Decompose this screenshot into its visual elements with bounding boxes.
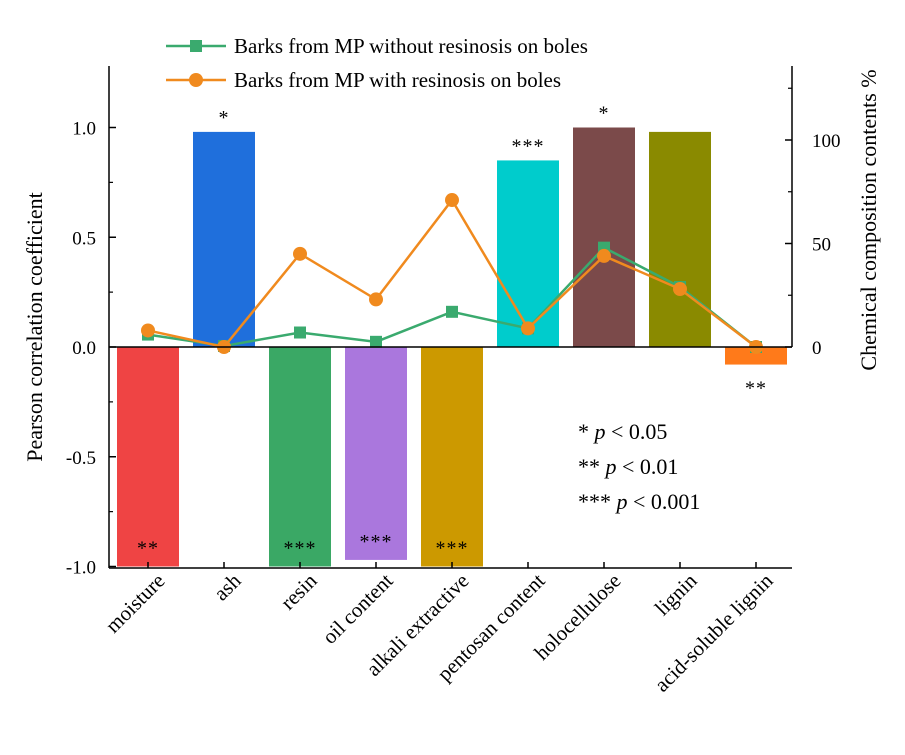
lines-group	[141, 193, 763, 354]
left-tick-label: 0.5	[72, 228, 96, 249]
significance-label: *	[599, 103, 610, 125]
bar-ash	[193, 131, 255, 347]
x-tick-label: oil content	[317, 568, 397, 648]
series-1-point	[370, 335, 382, 348]
right-tick-label: 0	[812, 338, 822, 359]
series-2-point	[445, 193, 459, 208]
x-tick-label: ash	[209, 568, 246, 605]
bar-oil-content	[345, 347, 407, 560]
series-1-point	[446, 305, 458, 318]
significance-label: ***	[284, 538, 317, 560]
series-1-point	[294, 326, 306, 339]
bar-alkali-extractive	[421, 347, 483, 567]
significance-note: *** p < 0.001	[578, 489, 700, 514]
left-tick-label: -1.0	[66, 558, 96, 579]
series-2-point	[597, 248, 611, 263]
bar-resin	[269, 347, 331, 567]
series-2-point	[293, 246, 307, 261]
left-tick-label: 1.0	[72, 119, 96, 140]
bar-holocellulose	[573, 127, 635, 347]
significance-label: ***	[512, 135, 545, 157]
significance-label: *	[219, 107, 230, 129]
significance-note: ** p < 0.01	[578, 454, 678, 479]
significance-label: ***	[436, 538, 469, 560]
x-tick-label: resin	[276, 568, 322, 614]
bar-moisture	[117, 347, 179, 567]
legend-label: Barks from MP with resinosis on boles	[234, 68, 561, 92]
significance-label: **	[745, 378, 767, 400]
bar-acid-soluble-lignin	[725, 347, 787, 365]
right-axis-title: Chemical composition contents %	[856, 69, 881, 370]
right-tick-label: 100	[812, 131, 841, 152]
series-2-point	[673, 282, 687, 297]
legend-label: Barks from MP without resinosis on boles	[234, 34, 588, 58]
bars-group: ****** *** *********	[117, 103, 787, 567]
legend: Barks from MP without resinosis on boles…	[166, 34, 588, 92]
significance-label: **	[137, 538, 159, 560]
x-tick-label: lignin	[650, 568, 702, 620]
right-tick-label: 50	[812, 235, 831, 256]
left-axis-title: Pearson correlation coefficient	[22, 192, 47, 462]
significance-label: ***	[360, 531, 393, 553]
left-tick-label: 0.0	[72, 338, 96, 359]
left-tick-label: -0.5	[66, 448, 96, 469]
legend-swatch-marker	[190, 40, 202, 52]
x-tick-label: moisture	[101, 569, 170, 638]
significance-notes: * p < 0.05 ** p < 0.01 *** p < 0.001	[578, 419, 700, 514]
series-2-point	[369, 292, 383, 307]
series-2-point	[141, 323, 155, 338]
legend-swatch-marker	[189, 73, 203, 87]
bar-lignin	[649, 131, 711, 347]
series-2-point	[521, 321, 535, 336]
significance-note: * p < 0.05	[578, 419, 667, 444]
bar-pentosan-content	[497, 160, 559, 347]
